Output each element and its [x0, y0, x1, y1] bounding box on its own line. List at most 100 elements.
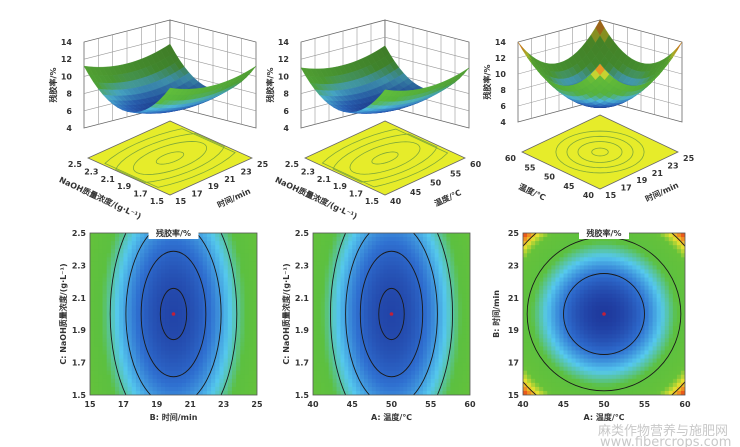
heatmap-cell	[531, 273, 536, 279]
heatmap-cell	[344, 285, 349, 291]
heatmap-cell	[194, 297, 200, 303]
heatmap-cell	[446, 322, 451, 327]
heatmap-cell	[248, 386, 254, 392]
heatmap-cell	[320, 346, 326, 352]
heatmap-cell	[173, 386, 179, 392]
heatmap-cell	[194, 301, 200, 307]
heatmap-cell	[223, 277, 229, 283]
heatmap-cell	[364, 358, 369, 364]
heatmap-cell	[198, 334, 204, 339]
heatmap-cell	[102, 326, 108, 331]
heatmap-cell	[215, 253, 221, 258]
heatmap-cell	[462, 322, 467, 327]
heatmap-cell	[211, 253, 216, 258]
heatmap-cell	[119, 253, 124, 258]
heatmap-cell	[555, 370, 561, 376]
heatmap-cell	[555, 378, 561, 384]
heatmap-cell	[411, 318, 416, 323]
heatmap-cell	[547, 285, 552, 291]
heatmap-cell	[165, 374, 170, 380]
heatmap-cell	[152, 285, 158, 291]
heatmap-cell	[559, 318, 565, 323]
heatmap-cell	[160, 273, 166, 279]
heatmap-cell	[344, 342, 349, 347]
heatmap-cell	[140, 314, 145, 319]
heatmap-cell	[181, 265, 187, 271]
heatmap-cell	[360, 277, 365, 283]
heatmap-cell	[356, 261, 361, 266]
heatmap-cell	[144, 309, 150, 315]
heatmap-cell	[106, 241, 112, 246]
heatmap-cell	[144, 257, 150, 262]
heatmap-cell	[316, 237, 322, 242]
heatmap-cell	[240, 309, 246, 315]
heatmap-cell	[387, 281, 393, 287]
heatmap-cell	[352, 342, 357, 347]
heatmap-cell	[156, 386, 162, 392]
heatmap-cell	[575, 269, 581, 275]
heatmap-cell	[442, 285, 448, 291]
heatmap-cell	[227, 370, 233, 376]
heatmap-cell	[438, 382, 444, 388]
heatmap-cell	[173, 297, 179, 303]
title-background	[148, 228, 199, 239]
heatmap-cell	[391, 374, 397, 380]
heatmap-cell	[94, 265, 99, 271]
heatmap-cell	[340, 390, 345, 395]
heatmap-cell	[391, 277, 397, 283]
heatmap-cell	[115, 265, 120, 271]
heatmap-cell	[399, 378, 404, 384]
heatmap-cell	[430, 366, 436, 372]
heatmap-cell	[446, 281, 451, 287]
heatmap-cell	[571, 257, 577, 262]
heatmap-cell	[458, 346, 463, 352]
heatmap-cell	[415, 309, 420, 315]
heatmap-cell	[403, 249, 408, 254]
heatmap-cell	[555, 265, 561, 271]
heatmap-cell	[328, 338, 334, 343]
heatmap-cell	[236, 285, 241, 291]
heatmap-cell	[324, 253, 330, 258]
heatmap-cell	[244, 330, 250, 335]
heatmap-cell	[244, 322, 250, 327]
heatmap-cell	[173, 374, 179, 380]
heatmap-cell	[223, 293, 229, 299]
heatmap-cell	[348, 293, 353, 299]
heatmap-cell	[531, 358, 536, 364]
heatmap-cell	[248, 366, 254, 372]
heatmap-cell	[152, 326, 158, 331]
heatmap-cell	[391, 297, 397, 303]
heatmap-cell	[240, 293, 246, 299]
heatmap-cell	[426, 277, 432, 283]
heatmap-cell	[98, 265, 104, 271]
heatmap-cell	[438, 237, 444, 242]
heatmap-cell	[215, 330, 221, 335]
heatmap-cell	[587, 277, 593, 283]
heatmap-cell	[127, 265, 133, 271]
heatmap-cell	[181, 374, 187, 380]
right-axis-tick-label: 21	[224, 175, 236, 184]
heatmap-cell	[371, 277, 377, 283]
heatmap-cell	[364, 233, 369, 238]
heatmap-cell	[240, 362, 246, 368]
heatmap-cell	[173, 350, 179, 356]
heatmap-cell	[336, 257, 342, 262]
heatmap-cell	[123, 382, 129, 388]
heatmap-cell	[442, 277, 448, 283]
heatmap-cell	[98, 350, 104, 356]
heatmap-cell	[352, 281, 357, 287]
heatmap-cell	[579, 314, 585, 319]
heatmap-cell	[206, 301, 212, 307]
heatmap-cell	[371, 382, 377, 388]
heatmap-cell	[332, 309, 338, 315]
heatmap-cell	[211, 249, 216, 254]
heatmap-cell	[202, 318, 208, 323]
heatmap-cell	[360, 366, 365, 372]
heatmap-cell	[587, 281, 593, 287]
heatmap-cell	[379, 342, 385, 347]
heatmap-cell	[442, 382, 448, 388]
heatmap-cell	[173, 382, 179, 388]
heatmap-cell	[160, 334, 166, 339]
heatmap-cell	[248, 370, 254, 376]
heatmap-cell	[98, 285, 104, 291]
